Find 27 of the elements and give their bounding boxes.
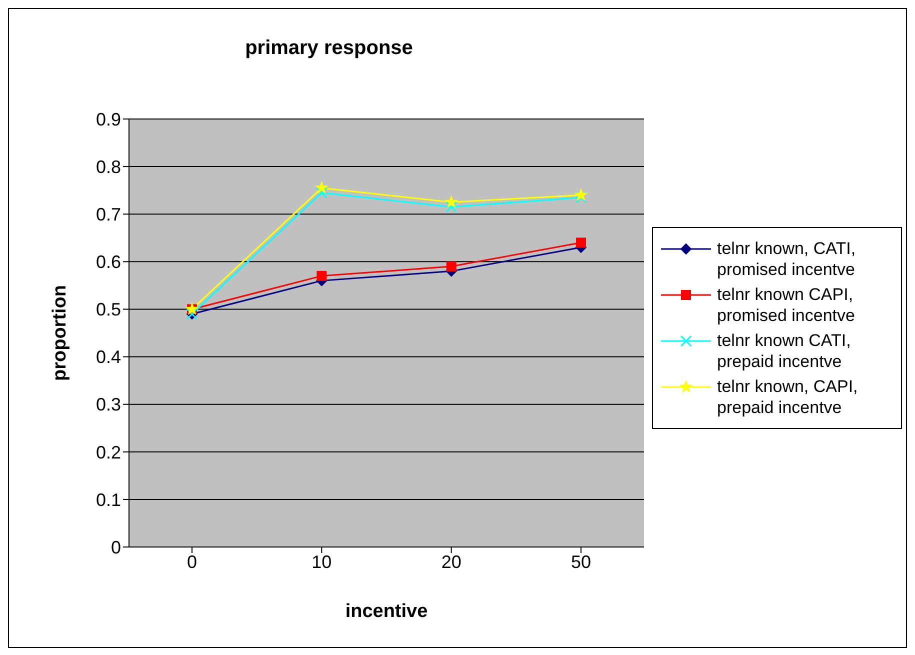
y-tick-label: 0.1 <box>96 490 121 510</box>
x-tick-label: 0 <box>186 552 198 572</box>
point <box>444 195 458 208</box>
chart-title: primary response <box>244 37 414 60</box>
y-tick-label: 0.2 <box>96 442 121 462</box>
point <box>446 261 456 272</box>
y-axis-title: proportion <box>50 284 71 382</box>
y-tick-label: 0 <box>110 537 121 558</box>
legend-label: telnr known, CAPI, prepaid incentve <box>717 376 859 418</box>
y-tick-label: 0.6 <box>96 252 121 272</box>
point <box>316 186 328 198</box>
point <box>315 181 328 194</box>
y-tick-label: 0.8 <box>96 156 121 177</box>
x-tick-label: 20 <box>441 552 462 572</box>
y-tick-label: 0.3 <box>96 394 121 415</box>
point <box>575 192 587 204</box>
y-tick-label: 0.5 <box>96 300 121 320</box>
x-axis-title: incentive <box>345 601 428 622</box>
point <box>446 201 458 213</box>
y-tick-label: 0.7 <box>96 204 121 224</box>
y-tick-label: 0.9 <box>96 109 121 130</box>
point <box>316 270 327 281</box>
point <box>576 238 586 248</box>
point <box>574 188 588 201</box>
y-tick-label: 0.4 <box>96 347 121 368</box>
x-tick-label: 50 <box>570 552 592 572</box>
x-tick-label: 10 <box>312 552 332 572</box>
